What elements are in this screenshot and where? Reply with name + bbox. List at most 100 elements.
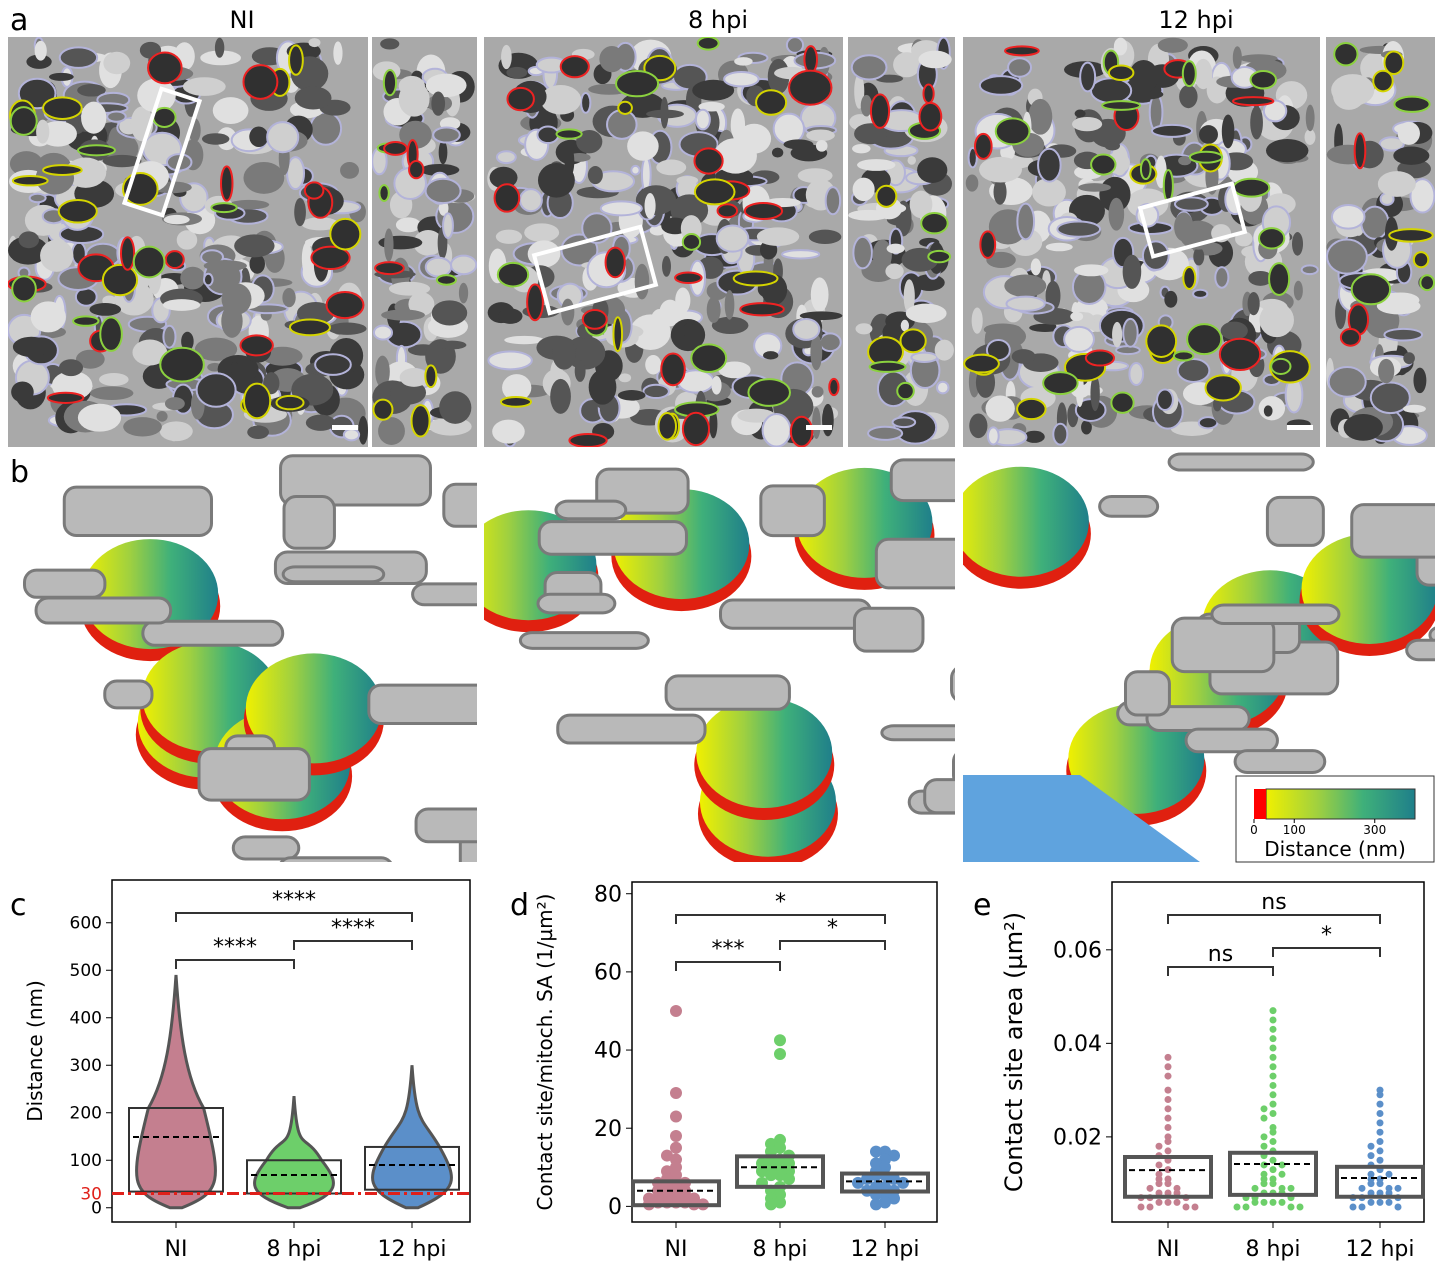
texture	[147, 51, 183, 85]
texture	[1194, 58, 1213, 90]
data-point	[661, 1149, 673, 1162]
er-surface	[411, 582, 477, 607]
texture	[1112, 321, 1123, 348]
texture	[308, 38, 321, 48]
texture	[28, 192, 47, 204]
significance-label: ****	[213, 935, 257, 960]
x-tick-label: NI	[165, 1237, 188, 1262]
texture	[792, 317, 821, 341]
texture	[314, 353, 352, 376]
box	[735, 1154, 825, 1189]
texture	[1300, 264, 1319, 276]
er-surface	[874, 537, 955, 590]
data-point	[1376, 1100, 1384, 1108]
texture	[1265, 139, 1309, 163]
texture	[907, 155, 916, 165]
chart: 0.02 0.04 0.06 Contact site area (µm²) NI 8 h…	[1000, 881, 1425, 1262]
texture	[852, 177, 875, 202]
data-point	[1146, 1203, 1154, 1211]
texture	[1090, 375, 1100, 412]
texture	[1070, 311, 1084, 322]
texture	[156, 411, 168, 422]
texture	[450, 254, 477, 276]
data-point	[1164, 1180, 1172, 1188]
data-point	[1269, 1025, 1277, 1033]
texture	[810, 277, 829, 312]
texture	[692, 79, 735, 101]
data-point	[1269, 1063, 1277, 1071]
texture	[1292, 232, 1304, 256]
texture	[1090, 153, 1117, 176]
texture	[599, 46, 625, 73]
texture	[920, 212, 949, 235]
texture	[399, 120, 432, 149]
texture	[1128, 361, 1145, 387]
significance-bracket	[1167, 914, 1381, 924]
texture	[1072, 116, 1103, 132]
texture	[788, 69, 833, 106]
texture	[1030, 258, 1042, 276]
texture	[132, 245, 166, 279]
er-surface	[34, 596, 173, 625]
data-point	[870, 1145, 882, 1158]
er-surface	[367, 683, 477, 725]
texture	[1108, 197, 1125, 231]
texture	[1037, 147, 1062, 183]
data-point	[1164, 1053, 1172, 1061]
er-surface	[141, 619, 285, 647]
data-point	[888, 1192, 900, 1205]
texture	[431, 300, 468, 326]
significance-label: ns	[1261, 890, 1286, 915]
y-tick-label: 0	[608, 1195, 622, 1220]
data-point	[1260, 1133, 1268, 1141]
texture	[875, 184, 898, 208]
data-point	[1155, 1142, 1163, 1150]
texture	[65, 157, 107, 188]
colorbar-tick-label: 300	[1363, 823, 1386, 837]
texture	[439, 391, 472, 424]
texture	[747, 378, 791, 407]
texture	[1377, 171, 1416, 197]
data-point	[1269, 1081, 1277, 1089]
y-tick-label: 0	[91, 1199, 102, 1219]
data-point	[1394, 1184, 1402, 1192]
data-point	[1269, 1138, 1277, 1146]
texture	[195, 372, 237, 408]
texture	[1360, 205, 1390, 240]
data-point	[1260, 1142, 1268, 1150]
texture	[698, 101, 725, 112]
panel-label: b	[10, 455, 29, 490]
mito-surface	[963, 466, 1089, 577]
data-point	[1367, 1142, 1375, 1150]
texture	[408, 160, 425, 180]
texture	[969, 413, 988, 439]
texture	[301, 241, 313, 276]
significance-bracket	[779, 940, 886, 950]
texture	[230, 361, 240, 376]
texture	[501, 44, 512, 70]
texture	[437, 340, 467, 350]
texture	[763, 351, 779, 360]
texture	[1250, 105, 1263, 140]
data-point	[1376, 1109, 1384, 1117]
data-point	[765, 1198, 777, 1211]
data-point	[1164, 1095, 1172, 1103]
texture	[690, 343, 728, 373]
texture	[1393, 95, 1431, 113]
texture	[1127, 89, 1164, 100]
data-point	[879, 1196, 891, 1209]
data-point	[1173, 1198, 1181, 1206]
x-tick-label: 12 hpi	[850, 1237, 919, 1262]
data-point	[783, 1173, 795, 1186]
texture	[1178, 156, 1192, 166]
texture	[1029, 323, 1061, 332]
texture	[568, 432, 608, 447]
texture	[495, 150, 517, 165]
er-surface	[1184, 727, 1279, 754]
texture	[99, 316, 123, 352]
texture	[922, 83, 935, 104]
texture	[1081, 420, 1092, 435]
texture	[994, 117, 1031, 146]
texture	[210, 202, 238, 214]
texture	[868, 360, 907, 373]
